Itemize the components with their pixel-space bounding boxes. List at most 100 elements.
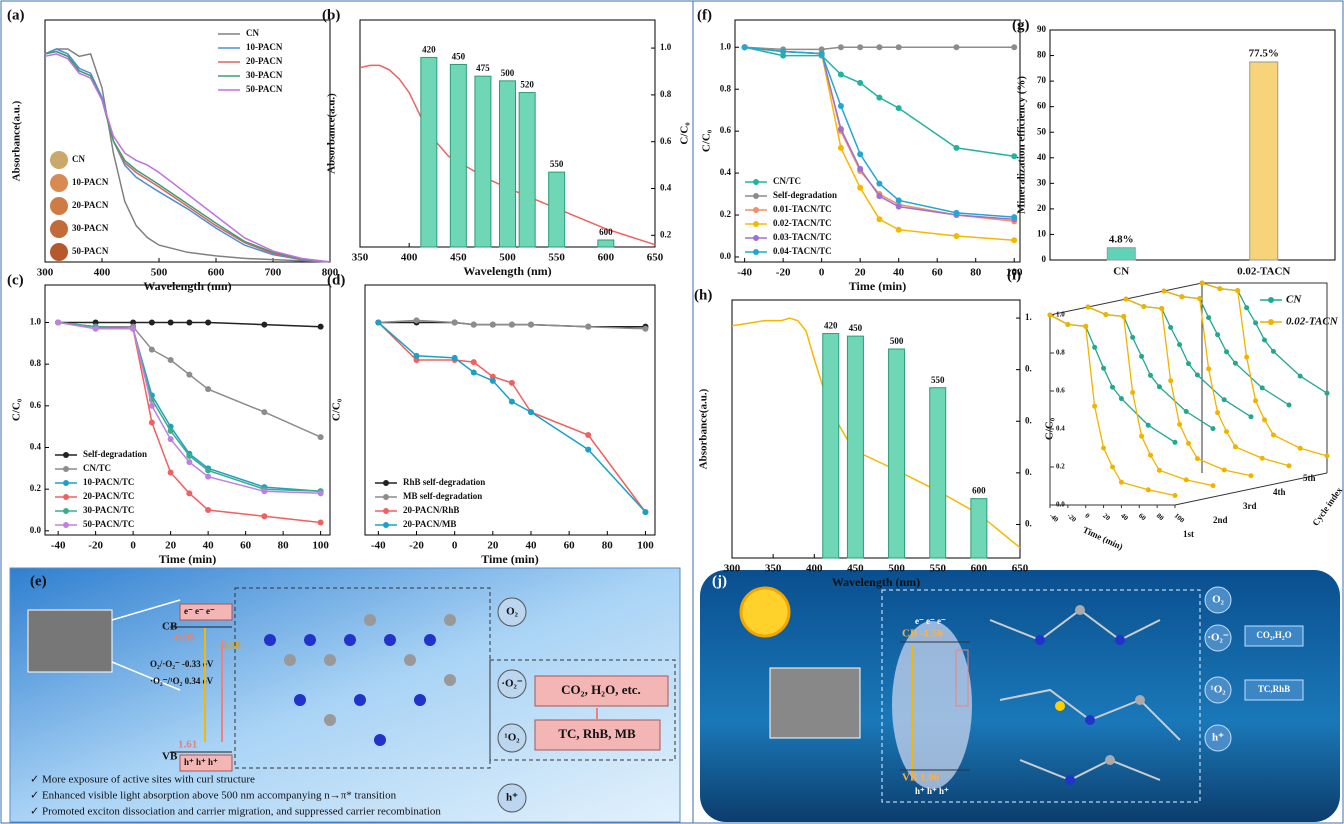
marker — [205, 320, 211, 326]
marker — [1159, 306, 1164, 311]
x-tick-label: -40 — [1048, 512, 1061, 524]
x-tick-label: 40 — [1119, 512, 1130, 523]
x-axis-label: Time (min) — [849, 279, 906, 293]
y-tick-label: 0.4 — [720, 167, 732, 177]
marker — [1121, 314, 1126, 319]
marker — [509, 322, 515, 328]
bar-label: 520 — [520, 80, 534, 90]
bar-label: 600 — [599, 227, 613, 237]
y-tick-label: 40 — [1037, 152, 1047, 162]
y2-tick-label: 0.2 — [660, 229, 672, 239]
marker — [490, 378, 496, 384]
page: (e) CB e⁻ e⁻ e⁻ -0.95 -0.38 O₂/·O₂⁻ -0.3… — [0, 0, 1344, 824]
marker — [896, 204, 902, 210]
x-tick-label: 600 — [971, 563, 988, 575]
legend-label: Self-degradation — [773, 190, 837, 200]
marker — [1244, 305, 1249, 310]
atom — [1075, 605, 1085, 615]
marker — [93, 326, 99, 332]
x-tick-label: 650 — [647, 252, 664, 264]
inset-swatch — [50, 243, 68, 261]
x-tick-label: 350 — [352, 252, 369, 264]
marker — [205, 467, 211, 473]
marker — [857, 185, 863, 191]
marker — [1298, 446, 1303, 451]
marker — [1148, 453, 1153, 458]
series-line — [1126, 299, 1251, 476]
marker — [1184, 409, 1189, 414]
marker — [318, 434, 324, 440]
atom — [1035, 635, 1045, 645]
marker — [1110, 385, 1115, 390]
marker — [742, 44, 748, 50]
atom — [324, 654, 336, 666]
y-tick-label: 0.8 — [720, 83, 732, 93]
marker — [953, 233, 959, 239]
x-tick-label: 20 — [855, 267, 867, 279]
legend-marker — [63, 480, 69, 486]
cb-potential: -0.95 — [172, 632, 195, 644]
marker — [471, 370, 477, 376]
x-tick-label: 20 — [1101, 512, 1112, 523]
x-tick-label: 500 — [151, 267, 168, 279]
marker — [55, 320, 61, 326]
y-tick-label: 10 — [1037, 229, 1047, 239]
x-tick-label: 40 — [203, 540, 215, 552]
x-tick-label: 500 — [499, 252, 516, 264]
marker — [1101, 446, 1106, 451]
vb-label: VB 1.06 — [902, 772, 940, 784]
legend-label: 20-PACN/MB — [403, 519, 456, 529]
legend-marker — [63, 522, 69, 528]
bar — [598, 240, 614, 247]
marker — [1184, 477, 1189, 482]
marker — [585, 324, 591, 330]
species-label: O₂ — [506, 606, 519, 618]
x-tick-label: 600 — [598, 252, 615, 264]
marker — [1186, 361, 1191, 366]
y2-tick-label: 0. — [1025, 519, 1032, 529]
legend-label: RhB self-degradation — [403, 477, 485, 487]
marker — [1224, 349, 1229, 354]
marker — [1179, 294, 1184, 299]
x-tick-label: 60 — [564, 540, 576, 552]
legend-marker — [753, 235, 759, 241]
y-tick-label: 1.0 — [720, 41, 732, 51]
x-tick-label: 400 — [94, 267, 111, 279]
marker — [452, 355, 458, 361]
bar-label: 500 — [501, 68, 515, 78]
marker — [1195, 456, 1200, 461]
legend-label: 0.02-TACN/TC — [773, 218, 832, 228]
atom — [354, 694, 366, 706]
y-tick-label: 60 — [1037, 101, 1047, 111]
atom — [444, 674, 456, 686]
inset-label: 10-PACN — [72, 177, 109, 187]
atom — [364, 614, 376, 626]
legend-marker — [63, 494, 69, 500]
marker — [1287, 403, 1292, 408]
inset-label: 30-PACN — [72, 223, 109, 233]
marker — [1186, 441, 1191, 446]
series-line — [1126, 299, 1251, 417]
legend-marker — [383, 522, 389, 528]
x-tick-label: 0 — [819, 267, 825, 279]
marker — [490, 322, 496, 328]
marker — [1124, 297, 1129, 302]
marker — [1177, 342, 1182, 347]
marker — [168, 357, 174, 363]
x-axis-label: Wavelength (nm) — [832, 575, 920, 589]
cycle-label: 4th — [1273, 487, 1286, 497]
legend-marker — [383, 508, 389, 514]
x-tick-label: 450 — [450, 252, 467, 264]
atom — [414, 694, 426, 706]
legend-label: 0.01-TACN/TC — [773, 204, 832, 214]
marker — [528, 409, 534, 415]
marker — [1141, 304, 1146, 309]
marker — [1262, 417, 1267, 422]
vb-holes: h⁺ h⁺ h⁺ — [184, 757, 218, 767]
atom — [444, 614, 456, 626]
inset-swatch — [50, 220, 68, 238]
legend-marker — [63, 466, 69, 472]
marker — [375, 320, 381, 326]
x-tick-label: -20 — [1066, 512, 1079, 524]
x-tick-label: 0.02-TACN — [1237, 266, 1290, 278]
